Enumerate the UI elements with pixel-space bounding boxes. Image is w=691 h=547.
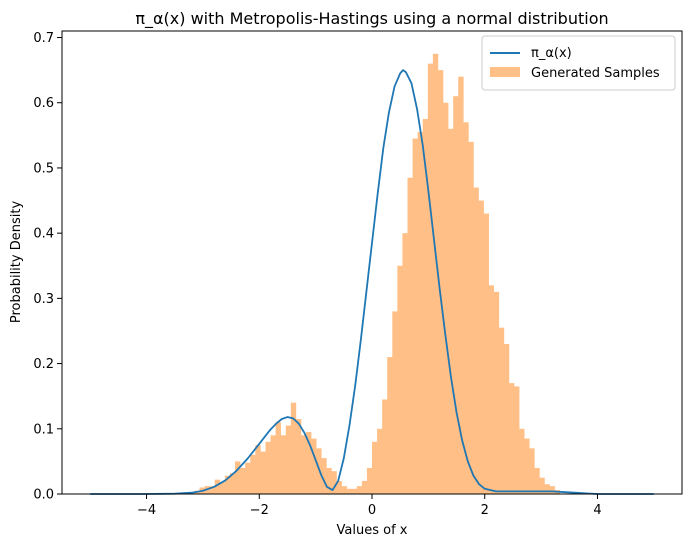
- legend-label-histogram: Generated Samples: [531, 66, 660, 81]
- histogram-bar: [503, 344, 510, 494]
- x-axis-label: Values of x: [337, 523, 408, 538]
- histogram-bar: [219, 482, 226, 494]
- histogram-bar: [250, 454, 256, 494]
- histogram-bar: [265, 441, 271, 494]
- histogram-bar: [387, 357, 393, 494]
- histogram-bar: [235, 461, 241, 494]
- plot-frame: [61, 30, 683, 495]
- histogram-bar: [448, 128, 454, 494]
- histogram-bar: [493, 291, 500, 494]
- histogram-bar: [311, 438, 317, 494]
- y-tick-label: 0.2: [33, 357, 54, 372]
- histogram-bar: [377, 428, 383, 494]
- histogram-bar: [422, 119, 429, 494]
- histogram-bar: [529, 448, 535, 494]
- histogram-bar: [402, 233, 408, 494]
- histogram-bar: [341, 486, 347, 494]
- histogram-bar: [549, 486, 555, 494]
- y-tick-label: 0.1: [33, 422, 54, 437]
- histogram-bar: [346, 488, 353, 494]
- histogram-bar: [453, 96, 459, 495]
- histogram-bar: [443, 102, 449, 494]
- histogram-bar: [245, 462, 251, 494]
- histogram-bar: [351, 488, 358, 494]
- x-tick-label: 2: [481, 503, 489, 518]
- histogram-bar: [473, 187, 479, 494]
- histogram-bar: [427, 63, 434, 495]
- x-tick-label: −4: [137, 503, 156, 518]
- histogram-bar: [519, 428, 525, 494]
- histogram-bar: [295, 419, 302, 494]
- histogram-bar: [224, 475, 231, 494]
- y-ticks: 0.0 0.1 0.2 0.3 0.4 0.5 0.6 0.7: [33, 31, 62, 503]
- y-tick-label: 0.0: [33, 488, 54, 503]
- y-tick-label: 0.4: [33, 227, 54, 242]
- histogram-bar: [326, 467, 332, 494]
- histogram-bar: [544, 484, 550, 494]
- density-curve: [90, 69, 654, 495]
- histogram-bar: [508, 383, 515, 494]
- histogram-bar: [463, 122, 469, 495]
- histogram-bar: [290, 402, 297, 494]
- y-tick-label: 0.7: [33, 31, 54, 46]
- histogram-bar: [229, 473, 236, 494]
- histogram-bar: [534, 467, 540, 494]
- histogram-bar: [407, 177, 413, 495]
- histogram-bar: [524, 438, 530, 494]
- histogram-bar: [468, 141, 474, 495]
- histogram-bar: [432, 53, 439, 494]
- histogram-bar: [514, 386, 520, 494]
- histogram-bar: [397, 265, 403, 494]
- chart-title: π_α(x) with Metropolis-Hastings using a …: [135, 9, 608, 29]
- histogram-bar: [280, 435, 287, 494]
- histogram-bar: [382, 399, 388, 494]
- legend-label-curve: π_α(x): [531, 46, 572, 61]
- y-tick-label: 0.5: [33, 161, 54, 176]
- y-axis-label: Probability Density: [9, 201, 24, 324]
- y-tick-label: 0.6: [33, 96, 54, 111]
- histogram-bar: [372, 441, 378, 494]
- histogram-bar: [437, 70, 444, 494]
- histogram-bar: [412, 138, 418, 494]
- histogram-bar: [255, 445, 261, 494]
- histogram-bar: [275, 422, 281, 494]
- histogram-bar: [356, 486, 363, 494]
- histogram-bar: [336, 480, 342, 494]
- x-tick-label: −2: [250, 503, 269, 518]
- histogram-bar: [300, 435, 307, 494]
- x-tick-label: 4: [593, 503, 601, 518]
- histogram-bar: [270, 435, 276, 494]
- histogram-bar: [478, 200, 484, 495]
- histogram-bar: [366, 467, 373, 494]
- histogram-bar: [417, 132, 424, 494]
- histogram-bar: [214, 479, 221, 494]
- histogram-bar: [260, 451, 266, 494]
- x-tick-label: 0: [368, 503, 376, 518]
- legend: π_α(x) Generated Samples: [481, 35, 676, 91]
- histogram-bar: [361, 480, 368, 494]
- histogram-bar: [240, 467, 246, 494]
- histogram-bar: [498, 327, 505, 494]
- legend-hist-swatch: [490, 67, 520, 77]
- histogram-bar: [458, 76, 464, 495]
- histogram-bar: [306, 432, 312, 494]
- histogram-bar: [285, 425, 292, 494]
- histogram-bar: [483, 213, 489, 494]
- histogram-bar: [539, 477, 545, 494]
- x-ticks: −4 −2 0 2 4: [137, 494, 602, 518]
- histogram: [194, 53, 560, 495]
- histogram-bar: [209, 486, 216, 494]
- legend-box: [481, 35, 676, 91]
- y-tick-label: 0.3: [33, 292, 54, 307]
- histogram-bar: [488, 285, 495, 494]
- histogram-bar: [331, 471, 337, 494]
- curve-group: [90, 69, 654, 495]
- histogram-bar: [321, 458, 327, 494]
- histogram-bar: [392, 311, 398, 494]
